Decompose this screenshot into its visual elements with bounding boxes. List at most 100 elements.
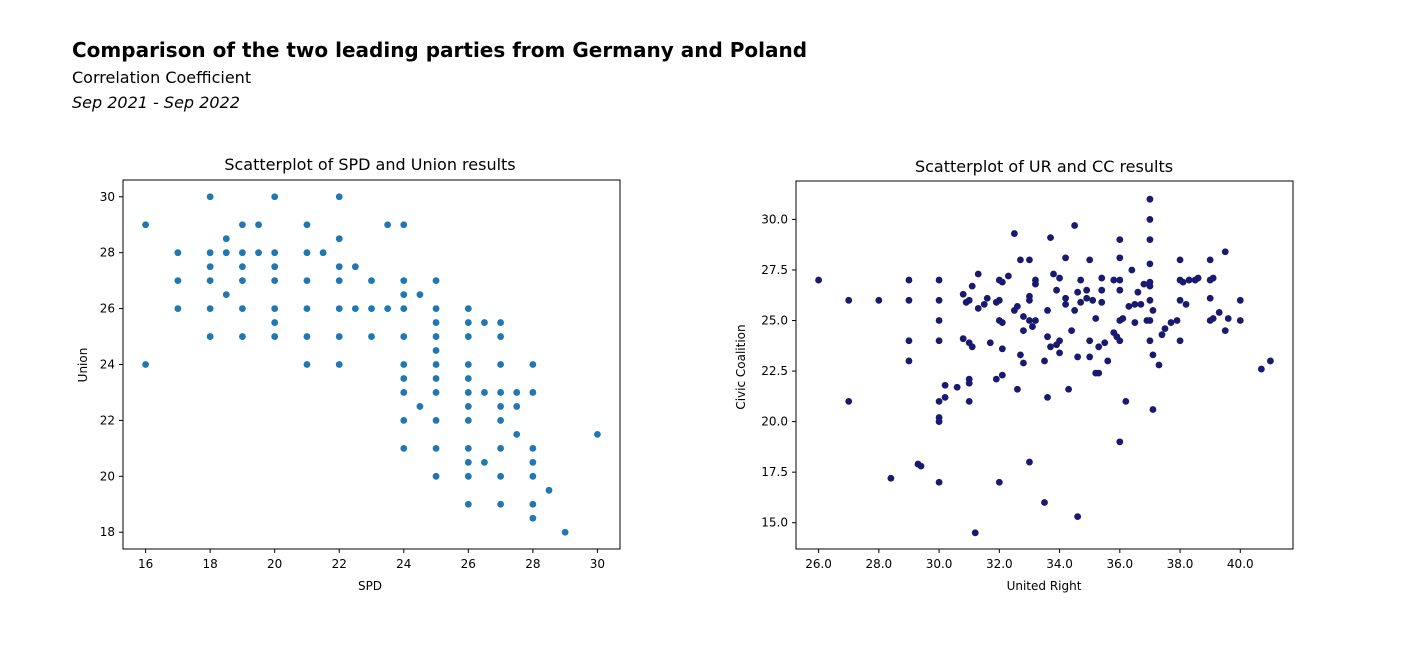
data-point <box>239 305 246 312</box>
data-point <box>464 375 472 382</box>
data-point <box>432 319 440 326</box>
data-point <box>513 403 521 410</box>
data-point <box>1209 315 1217 322</box>
data-point <box>335 277 343 285</box>
data-point <box>1020 327 1027 335</box>
data-point <box>1065 385 1072 393</box>
data-point <box>335 305 343 312</box>
plot-frame <box>795 180 1294 550</box>
data-point <box>1013 302 1021 310</box>
data-point <box>1041 357 1048 365</box>
data-point <box>980 300 988 308</box>
data-point <box>497 389 504 396</box>
data-point <box>239 249 246 257</box>
data-point <box>905 337 913 345</box>
x-tick-label: 26 <box>461 557 476 571</box>
data-point <box>1026 296 1033 304</box>
data-point <box>1209 274 1217 282</box>
chart-title: Scatterplot of SPD and Union results <box>224 155 515 174</box>
data-point <box>974 304 982 312</box>
data-point <box>1098 274 1106 282</box>
data-point <box>941 393 949 401</box>
data-point <box>432 444 440 452</box>
x-axis-label: United Right <box>1007 579 1082 593</box>
data-point <box>529 514 537 522</box>
y-axis-label: Union <box>76 348 90 383</box>
data-point <box>1176 337 1184 345</box>
data-point <box>271 305 279 312</box>
x-tick-label: 26.0 <box>805 557 832 571</box>
data-point <box>1098 298 1106 306</box>
data-point <box>1056 274 1063 282</box>
data-point <box>271 277 279 285</box>
data-point <box>335 263 343 271</box>
data-point <box>965 296 973 304</box>
data-point <box>561 528 569 536</box>
data-point <box>174 249 182 257</box>
data-point <box>400 361 408 368</box>
data-point <box>998 345 1006 353</box>
data-point <box>400 277 408 285</box>
data-point <box>1146 195 1154 203</box>
data-point <box>432 277 440 285</box>
data-point <box>998 371 1006 379</box>
data-point <box>222 291 230 299</box>
data-point <box>1224 315 1232 322</box>
data-point <box>1179 278 1187 286</box>
y-tick-label: 22.5 <box>761 364 788 378</box>
data-point <box>497 319 504 326</box>
data-point <box>384 305 392 312</box>
data-point <box>222 249 230 257</box>
x-tick-label: 30.0 <box>926 557 953 571</box>
data-point <box>1182 300 1190 308</box>
data-point <box>239 333 246 340</box>
data-point <box>1110 276 1118 284</box>
x-tick-label: 40.0 <box>1227 557 1254 571</box>
data-point <box>1236 317 1244 324</box>
data-point <box>983 294 991 302</box>
data-point <box>529 500 537 508</box>
data-point <box>529 444 537 452</box>
x-tick-label: 32.0 <box>986 557 1013 571</box>
data-point <box>1146 236 1154 244</box>
data-point <box>497 333 504 340</box>
data-point <box>416 291 424 299</box>
data-point <box>1071 307 1079 314</box>
data-point <box>1071 222 1079 229</box>
data-point <box>206 333 214 340</box>
y-tick-label: 20.0 <box>761 415 788 429</box>
data-point <box>935 418 943 426</box>
data-point <box>1047 343 1054 351</box>
data-point <box>1140 280 1148 288</box>
data-point <box>1026 458 1033 466</box>
data-point <box>464 500 472 508</box>
data-point <box>1146 317 1154 324</box>
data-point <box>1131 319 1139 326</box>
data-point <box>845 398 853 405</box>
data-point <box>935 317 943 324</box>
y-tick-label: 30.0 <box>761 212 788 226</box>
data-point <box>953 383 961 391</box>
data-point <box>255 249 262 257</box>
data-point <box>1134 288 1142 296</box>
data-point <box>239 263 246 271</box>
data-point <box>400 333 408 340</box>
data-point <box>432 417 440 424</box>
data-point <box>1158 331 1166 339</box>
data-point <box>845 296 853 304</box>
data-point <box>400 417 408 424</box>
x-tick-label: 20 <box>267 557 282 571</box>
data-point <box>1194 274 1202 282</box>
data-point <box>1032 317 1039 324</box>
y-axis-label: Civic Coalition <box>734 324 748 409</box>
data-point <box>545 486 553 494</box>
data-point <box>998 278 1006 286</box>
data-point <box>464 417 472 424</box>
data-point <box>917 462 925 470</box>
data-point <box>1116 337 1124 345</box>
data-point <box>968 343 976 351</box>
data-point <box>271 333 279 340</box>
data-point <box>464 444 472 452</box>
scatter-chart-ur-cc: Scatterplot of UR and CC results United … <box>734 157 1294 593</box>
data-point <box>1041 499 1048 506</box>
